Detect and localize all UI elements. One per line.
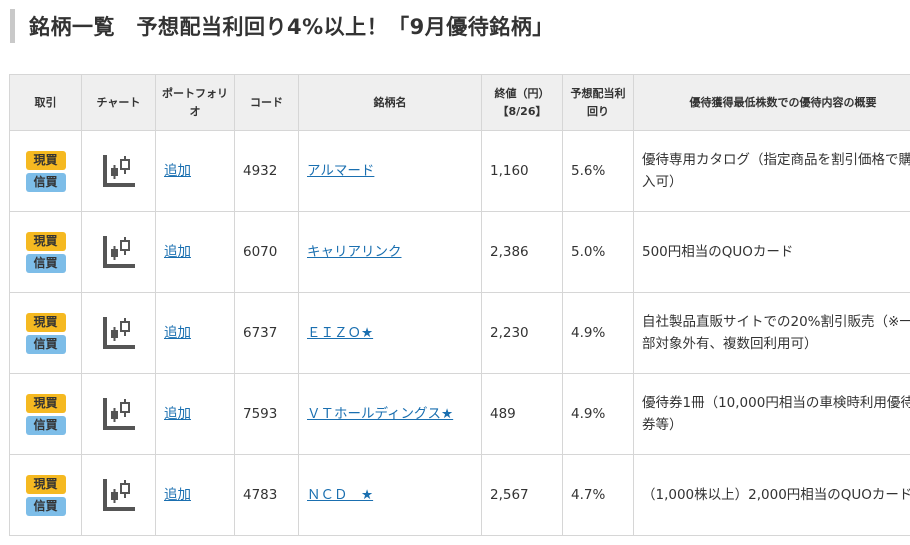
yield-cell: 4.7%	[562, 454, 634, 536]
candlestick-chart-icon[interactable]	[101, 477, 137, 513]
code-cell: 4783	[234, 454, 299, 536]
genbutsu-buy-button[interactable]: 現買	[25, 150, 66, 170]
code-cell: 4932	[234, 130, 299, 212]
add-to-portfolio-link[interactable]: 追加	[164, 163, 191, 179]
stock-name-link[interactable]: キャリアリンク	[307, 244, 402, 260]
portfolio-cell: 追加	[155, 292, 235, 374]
header-benefit: 優待獲得最低株数での優待内容の概要	[633, 74, 910, 131]
table-row: 現買 信買 追加 6070 キャリアリンク 2,386 5.0% 500円相当の…	[9, 211, 910, 293]
stock-name-link[interactable]: ＮＣＤ ★	[307, 487, 374, 503]
header-code: コード	[234, 74, 299, 131]
header-chart: チャート	[81, 74, 156, 131]
code-cell: 6737	[234, 292, 299, 374]
yield-cell: 5.6%	[562, 130, 634, 212]
trade-cell: 現買 信買	[9, 130, 82, 212]
portfolio-cell: 追加	[155, 454, 235, 536]
benefit-cell: （1,000株以上）2,000円相当のQUOカード	[633, 454, 910, 536]
benefit-cell: 自社製品直販サイトでの20%割引販売（※一部対象外有、複数回利用可）	[633, 292, 910, 374]
chart-cell	[81, 454, 156, 536]
stock-name-link[interactable]: ＶＴホールディングス★	[307, 406, 454, 422]
yield-cell: 5.0%	[562, 211, 634, 293]
code-cell: 7593	[234, 373, 299, 455]
genbutsu-buy-button[interactable]: 現買	[25, 393, 66, 413]
code-cell: 6070	[234, 211, 299, 293]
page-header: 銘柄一覧 予想配当利回り4%以上！「9月優待銘柄」	[10, 8, 554, 44]
header-close: 終値（円）【8/26】	[481, 74, 563, 131]
benefit-cell: 500円相当のQUOカード	[633, 211, 910, 293]
shinyo-buy-button[interactable]: 信買	[25, 334, 66, 354]
portfolio-cell: 追加	[155, 373, 235, 455]
shinyo-buy-button[interactable]: 信買	[25, 415, 66, 435]
table-row: 現買 信買 追加 4932 アルマード 1,160 5.6% 優待専用カタログ（…	[9, 130, 910, 212]
candlestick-chart-icon[interactable]	[101, 234, 137, 270]
table-row: 現買 信買 追加 7593 ＶＴホールディングス★ 489 4.9% 優待券1冊…	[9, 373, 910, 455]
header-yield: 予想配当利回り	[562, 74, 634, 131]
trade-cell: 現買 信買	[9, 373, 82, 455]
close-price-cell: 2,567	[481, 454, 563, 536]
trade-cell: 現買 信買	[9, 211, 82, 293]
benefit-cell: 優待券1冊（10,000円相当の車検時利用優待券等）	[633, 373, 910, 455]
table-header-row: 取引 チャート ポートフォリオ コード 銘柄名 終値（円）【8/26】 予想配当…	[9, 74, 910, 131]
benefit-cell: 優待専用カタログ（指定商品を割引価格で購入可）	[633, 130, 910, 212]
header-name: 銘柄名	[298, 74, 482, 131]
trade-cell: 現買 信買	[9, 454, 82, 536]
name-cell: ＮＣＤ ★	[298, 454, 482, 536]
genbutsu-buy-button[interactable]: 現買	[25, 474, 66, 494]
candlestick-chart-icon[interactable]	[101, 396, 137, 432]
portfolio-cell: 追加	[155, 211, 235, 293]
add-to-portfolio-link[interactable]: 追加	[164, 487, 191, 503]
yield-cell: 4.9%	[562, 292, 634, 374]
page-title: 銘柄一覧 予想配当利回り4%以上！「9月優待銘柄」	[29, 15, 554, 39]
add-to-portfolio-link[interactable]: 追加	[164, 406, 191, 422]
table-row: 現買 信買 追加 6737 ＥＩＺＯ★ 2,230 4.9% 自社製品直販サイト…	[9, 292, 910, 374]
chart-cell	[81, 211, 156, 293]
portfolio-cell: 追加	[155, 130, 235, 212]
close-price-cell: 489	[481, 373, 563, 455]
stock-table: 取引 チャート ポートフォリオ コード 銘柄名 終値（円）【8/26】 予想配当…	[9, 74, 910, 536]
chart-cell	[81, 130, 156, 212]
add-to-portfolio-link[interactable]: 追加	[164, 325, 191, 341]
stock-name-link[interactable]: ＥＩＺＯ★	[307, 325, 374, 341]
chart-cell	[81, 373, 156, 455]
close-price-cell: 2,230	[481, 292, 563, 374]
shinyo-buy-button[interactable]: 信買	[25, 172, 66, 192]
close-price-cell: 1,160	[481, 130, 563, 212]
header-portfolio: ポートフォリオ	[155, 74, 235, 131]
yield-cell: 4.9%	[562, 373, 634, 455]
add-to-portfolio-link[interactable]: 追加	[164, 244, 191, 260]
table-body: 現買 信買 追加 4932 アルマード 1,160 5.6% 優待専用カタログ（…	[9, 130, 910, 536]
name-cell: ＥＩＺＯ★	[298, 292, 482, 374]
close-price-cell: 2,386	[481, 211, 563, 293]
candlestick-chart-icon[interactable]	[101, 315, 137, 351]
header-trade: 取引	[9, 74, 82, 131]
genbutsu-buy-button[interactable]: 現買	[25, 312, 66, 332]
stock-name-link[interactable]: アルマード	[307, 163, 375, 179]
shinyo-buy-button[interactable]: 信買	[25, 496, 66, 516]
name-cell: ＶＴホールディングス★	[298, 373, 482, 455]
table-row: 現買 信買 追加 4783 ＮＣＤ ★ 2,567 4.7% （1,000株以上…	[9, 454, 910, 536]
trade-cell: 現買 信買	[9, 292, 82, 374]
shinyo-buy-button[interactable]: 信買	[25, 253, 66, 273]
name-cell: キャリアリンク	[298, 211, 482, 293]
chart-cell	[81, 292, 156, 374]
name-cell: アルマード	[298, 130, 482, 212]
genbutsu-buy-button[interactable]: 現買	[25, 231, 66, 251]
title-accent-bar	[10, 9, 15, 43]
candlestick-chart-icon[interactable]	[101, 153, 137, 189]
